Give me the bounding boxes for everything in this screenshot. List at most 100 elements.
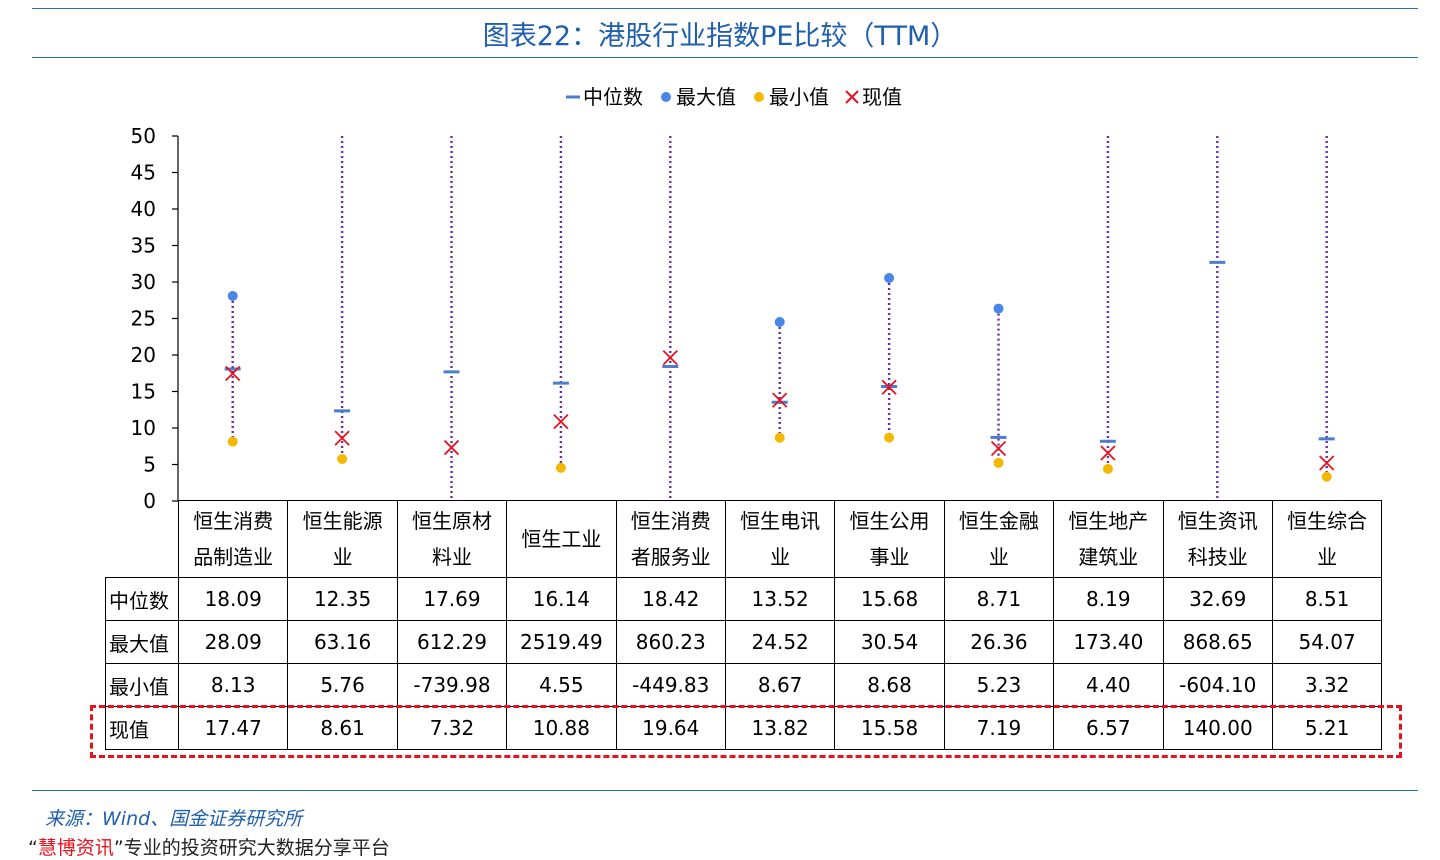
table-cell-median: 17.69	[396, 577, 508, 621]
min-point	[337, 453, 348, 464]
category-label: 恒生金融业	[943, 500, 1055, 578]
table-cell-median: 16.14	[506, 577, 617, 621]
min-point	[1102, 463, 1113, 474]
footer-note: “慧博资讯”专业的投资研究大数据分享平台	[28, 833, 390, 860]
category-label: 恒生消费 者服务业	[615, 500, 726, 578]
table-cell-max: 173.40	[1053, 620, 1164, 664]
category-label-line: 恒生金融	[958, 509, 1039, 533]
table-cell-min: -739.98	[396, 663, 508, 707]
top-rule	[32, 8, 1418, 9]
table-cell-median: 8.71	[943, 577, 1055, 621]
row-label-min: 最小值	[105, 663, 179, 707]
current-point	[990, 440, 1007, 457]
table-cell-median: 13.52	[724, 577, 836, 621]
table-cell-min: -449.83	[615, 663, 726, 707]
current-point	[662, 349, 678, 366]
y-tick-label: 40	[131, 197, 156, 221]
table-cell-current: 8.61	[287, 706, 398, 750]
current-value-highlight	[90, 705, 1402, 758]
min-point	[993, 457, 1004, 468]
table-cell-min: 3.32	[1271, 663, 1383, 707]
category-label-line: 恒生公用	[849, 509, 930, 533]
category-label-line: 恒生电讯	[740, 509, 821, 533]
category-label-line: 建筑业	[1078, 545, 1139, 569]
current-point	[225, 365, 241, 382]
y-tick-label: 5	[143, 453, 156, 477]
table-cell-current: 13.82	[724, 706, 836, 750]
category-label-line: 科技业	[1187, 545, 1248, 569]
y-tick-label: 10	[131, 416, 156, 440]
table-cell-median: 18.42	[615, 577, 726, 621]
table-row-max: 最大值 28.09 63.16 612.29 2519.49 860.23 24.52 30.…	[105, 620, 1383, 664]
table-cell-max: 28.09	[177, 620, 289, 664]
category-label: 恒生工业	[506, 500, 617, 578]
max-point	[993, 303, 1004, 314]
bottom-rule	[32, 790, 1418, 791]
table-cell-current: 17.47	[177, 706, 289, 750]
category-label-line: 业	[332, 545, 353, 569]
table-cell-max: 30.54	[834, 620, 945, 664]
y-tick-label: 20	[131, 343, 156, 367]
legend-label-median: 中位数	[583, 85, 643, 109]
table-row-current: 现值 17.47 8.61 7.32 10.88 19.64 13.82 15.58 7.19 6…	[105, 706, 1383, 750]
current-point	[1100, 445, 1116, 461]
current-point	[772, 392, 788, 408]
table-corner	[105, 500, 179, 578]
title-rule	[32, 57, 1418, 58]
table-cell-min: -604.10	[1162, 663, 1273, 707]
max-point	[774, 317, 785, 328]
table-cell-median: 8.19	[1053, 577, 1164, 621]
table-cell-min: 8.67	[724, 663, 836, 707]
footer-brand: 慧博资讯	[37, 837, 114, 859]
category-label-line: 恒生资讯	[1177, 509, 1258, 533]
category-label: 恒生地产 建筑业	[1053, 500, 1164, 578]
category-label: 恒生电讯业	[724, 500, 836, 578]
category-label-line: 业	[988, 545, 1009, 569]
table-cell-min: 4.40	[1053, 663, 1164, 707]
table-cell-max: 54.07	[1271, 620, 1383, 664]
y-tick-label: 25	[131, 307, 156, 331]
category-label-line: 料业	[431, 545, 472, 569]
category-label-line: 恒生地产	[1068, 509, 1149, 533]
footer-text: 专业的投资研究大数据分享平台	[123, 837, 390, 859]
category-label: 恒生资讯 科技业	[1162, 500, 1273, 578]
table-cell-current: 15.58	[834, 706, 945, 750]
category-label-line: 恒生消费	[193, 509, 274, 533]
table-cell-median: 15.68	[834, 577, 945, 621]
source-note: 来源：Wind、国金证券研究所	[45, 808, 303, 830]
table-cell-median: 8.51	[1271, 577, 1383, 621]
legend-marker-min	[754, 92, 764, 102]
min-point	[227, 436, 238, 447]
table-cell-median: 12.35	[287, 577, 398, 621]
table-cell-min: 4.55	[506, 663, 617, 707]
footer-quote-open: “	[28, 837, 38, 859]
table-cell-current: 19.64	[615, 706, 726, 750]
row-label-max: 最大值	[105, 620, 179, 664]
category-label-line: 事业	[869, 545, 910, 569]
category-label-line: 恒生消费	[630, 509, 711, 533]
table-cell-current: 140.00	[1162, 706, 1273, 750]
legend-marker-current	[845, 90, 859, 104]
y-tick-label: 45	[131, 161, 156, 185]
legend-label-min: 最小值	[769, 85, 829, 109]
legend-marker-max	[661, 92, 671, 102]
table-cell-current: 6.57	[1053, 706, 1164, 750]
category-label-line: 恒生原材	[411, 509, 492, 533]
category-label: 恒生能源业	[287, 500, 398, 578]
table-cell-min: 5.23	[943, 663, 1055, 707]
max-point	[884, 273, 895, 284]
table-cell-median: 18.09	[177, 577, 289, 621]
table-cell-min: 8.13	[177, 663, 289, 707]
current-point	[334, 430, 350, 446]
category-label: 恒生公用 事业	[834, 500, 945, 578]
footer-quote-close: ”	[113, 837, 124, 859]
table-cell-current: 7.32	[396, 706, 508, 750]
table-cell-max: 860.23	[615, 620, 726, 664]
min-point	[1321, 471, 1332, 482]
category-label: 恒生原材 料业	[396, 500, 508, 578]
table-cell-max: 612.29	[396, 620, 508, 664]
category-label-line: 恒生能源	[302, 509, 383, 533]
legend-label-max: 最大值	[676, 85, 736, 109]
table-row-median: 中位数 18.09 12.35 17.69 16.14 18.42 13.52 15.68 8.…	[105, 577, 1383, 621]
